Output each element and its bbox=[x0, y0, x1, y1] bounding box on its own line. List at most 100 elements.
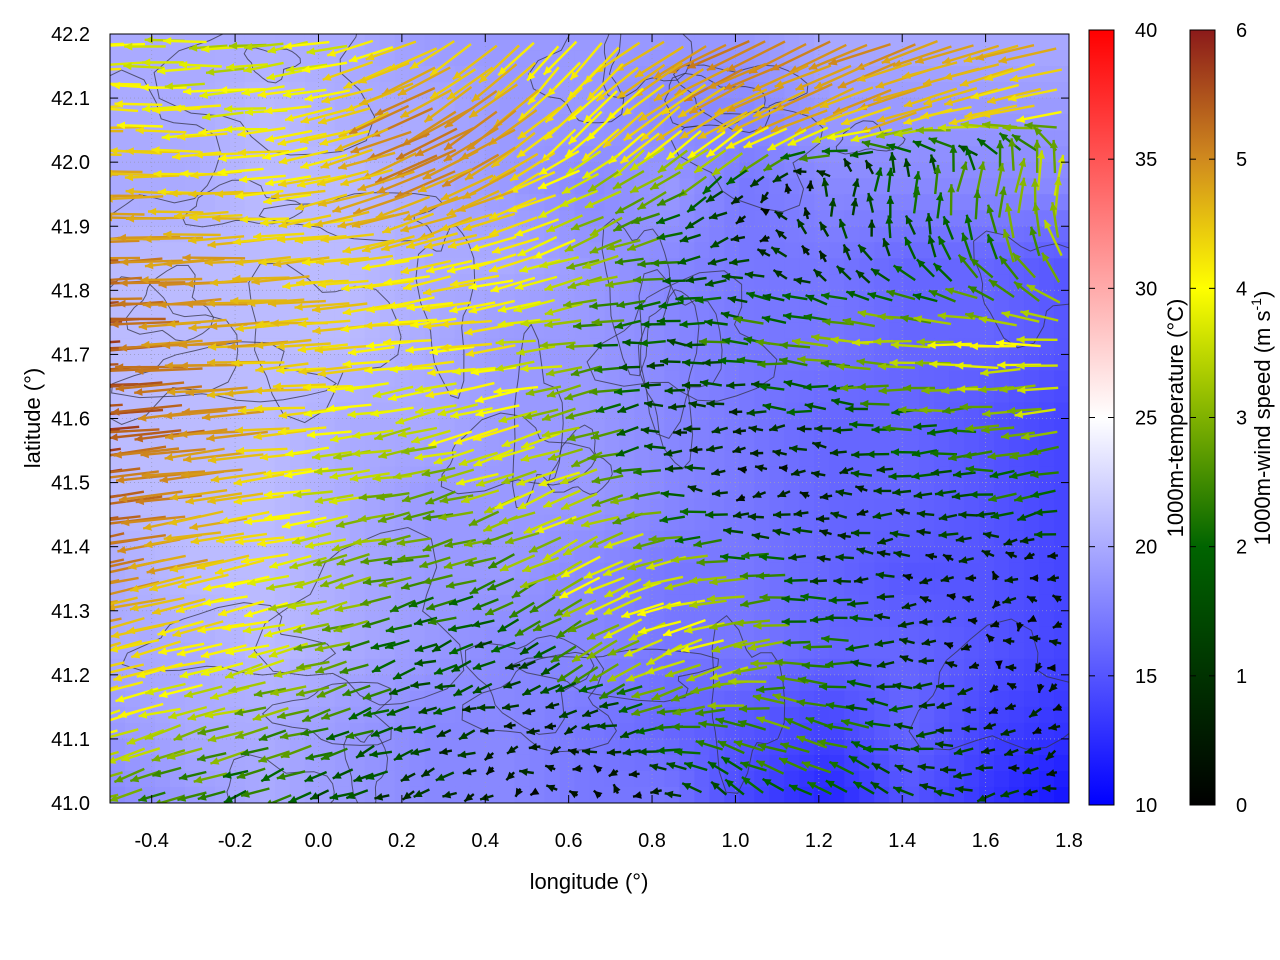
heatmap-cell bbox=[964, 130, 980, 147]
heatmap-cell bbox=[1039, 338, 1055, 356]
heatmap-cell bbox=[439, 322, 456, 339]
heatmap-cell bbox=[814, 450, 830, 468]
heatmap-cell bbox=[1039, 642, 1055, 660]
heatmap-cell bbox=[994, 642, 1010, 660]
heatmap-cell bbox=[469, 146, 486, 163]
heatmap-cell bbox=[110, 242, 126, 259]
heatmap-cell bbox=[1054, 498, 1069, 516]
heatmap-cell bbox=[889, 194, 905, 211]
wind-vector-head bbox=[66, 127, 74, 135]
heatmap-cell bbox=[394, 434, 411, 452]
heatmap-cell bbox=[934, 626, 950, 644]
heatmap-cell bbox=[229, 178, 246, 195]
heatmap-cell bbox=[979, 274, 995, 291]
heatmap-cell bbox=[829, 306, 845, 323]
heatmap-cell bbox=[1054, 50, 1069, 67]
heatmap-cell bbox=[379, 290, 396, 307]
heatmap-cell bbox=[1009, 594, 1025, 612]
heatmap-cell bbox=[889, 434, 905, 452]
heatmap-cell bbox=[454, 354, 471, 372]
heatmap-cell bbox=[1054, 98, 1069, 115]
heatmap-cell bbox=[1054, 162, 1069, 179]
heatmap-cell bbox=[919, 754, 935, 772]
heatmap-cell bbox=[364, 754, 381, 772]
heatmap-cell bbox=[1039, 418, 1055, 436]
heatmap-cell bbox=[814, 274, 830, 291]
heatmap-cell bbox=[169, 434, 186, 452]
heatmap-cell bbox=[379, 674, 396, 692]
heatmap-cell bbox=[199, 306, 216, 323]
heatmap-cell bbox=[1024, 322, 1040, 339]
heatmap-cell bbox=[889, 242, 905, 259]
heatmap-cell bbox=[664, 194, 680, 211]
heatmap-cell bbox=[289, 402, 306, 420]
heatmap-cell bbox=[469, 418, 486, 436]
heatmap-cell bbox=[409, 34, 426, 51]
heatmap-cell bbox=[694, 450, 710, 468]
heatmap-cell bbox=[739, 178, 755, 195]
heatmap-cell bbox=[229, 434, 246, 452]
heatmap-cell bbox=[1039, 466, 1055, 484]
heatmap-cell bbox=[334, 402, 351, 420]
heatmap-cell bbox=[784, 274, 800, 291]
heatmap-cell bbox=[529, 66, 546, 83]
wind-vector-shaft bbox=[110, 212, 145, 216]
heatmap-cell bbox=[889, 274, 905, 291]
heatmap-cell bbox=[739, 210, 755, 227]
heatmap-cell bbox=[934, 274, 950, 291]
heatmap-cell bbox=[1009, 418, 1025, 436]
heatmap-cell bbox=[859, 258, 875, 275]
heatmap-cell bbox=[139, 306, 156, 323]
heatmap-cell bbox=[784, 258, 800, 275]
heatmap-cell bbox=[574, 178, 591, 195]
heatmap-cell bbox=[814, 402, 830, 420]
heatmap-cell bbox=[274, 498, 291, 516]
heatmap-cell bbox=[664, 498, 680, 516]
wind-vector-head bbox=[56, 238, 64, 246]
heatmap-cell bbox=[694, 194, 710, 211]
heatmap-cell bbox=[154, 450, 171, 468]
heatmap-cell bbox=[514, 98, 531, 115]
wind-vector-head bbox=[101, 61, 109, 69]
wind-vector-head bbox=[44, 304, 52, 312]
heatmap-cell bbox=[409, 578, 426, 596]
heatmap-cell bbox=[859, 370, 875, 388]
wind-vector-shaft bbox=[147, 210, 204, 214]
heatmap-cell bbox=[934, 706, 950, 724]
heatmap-cell bbox=[1054, 482, 1069, 500]
heatmap-cell bbox=[1039, 66, 1055, 83]
heatmap-cell bbox=[334, 482, 351, 500]
wind-vector-head bbox=[76, 254, 84, 262]
heatmap-cell bbox=[110, 178, 126, 195]
heatmap-cell bbox=[289, 354, 306, 372]
heatmap-cell bbox=[514, 418, 531, 436]
heatmap-cell bbox=[1039, 306, 1055, 323]
heatmap-cell bbox=[814, 770, 830, 788]
heatmap-cell bbox=[379, 130, 396, 147]
heatmap-cell bbox=[979, 562, 995, 580]
heatmap-cell bbox=[964, 162, 980, 179]
heatmap-cell bbox=[889, 226, 905, 243]
heatmap-cell bbox=[694, 322, 710, 339]
heatmap-cell bbox=[1039, 258, 1055, 275]
heatmap-cell bbox=[619, 322, 636, 339]
heatmap-cell bbox=[679, 162, 695, 179]
heatmap-cell bbox=[994, 242, 1010, 259]
heatmap-cell bbox=[469, 370, 486, 388]
heatmap-cell bbox=[304, 34, 321, 51]
heatmap-cell bbox=[154, 242, 171, 259]
heatmap-cell bbox=[199, 690, 216, 708]
heatmap-cell bbox=[1039, 722, 1055, 740]
heatmap-cell bbox=[409, 770, 426, 788]
heatmap-cell bbox=[904, 690, 920, 708]
heatmap-cell bbox=[799, 482, 815, 500]
heatmap-cell bbox=[244, 50, 261, 67]
heatmap-cell bbox=[979, 434, 995, 452]
heatmap-cell bbox=[229, 226, 246, 243]
heatmap-cell bbox=[124, 130, 141, 147]
wind-vector-head bbox=[110, 213, 113, 222]
heatmap-cell bbox=[739, 306, 755, 323]
heatmap-cell bbox=[289, 50, 306, 67]
heatmap-cell bbox=[559, 50, 576, 67]
